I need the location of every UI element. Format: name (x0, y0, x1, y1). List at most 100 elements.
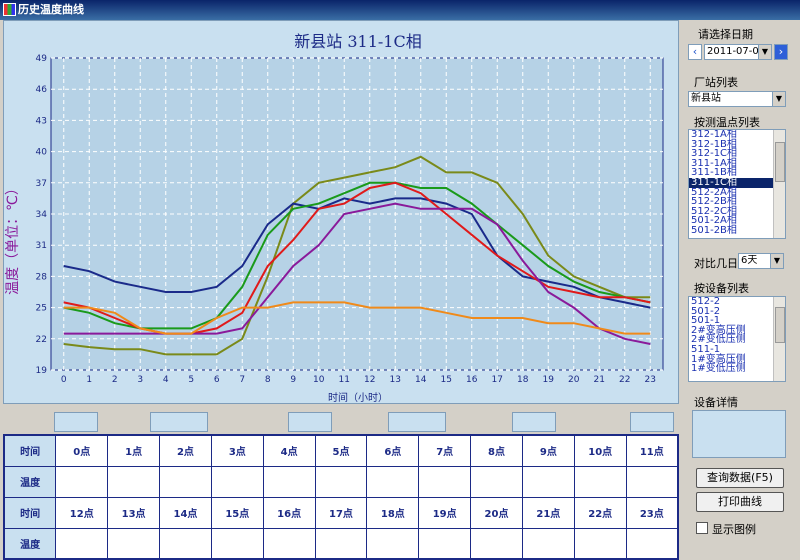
date-value: 2011-07-06 (707, 46, 766, 57)
points-scrollbar[interactable] (773, 130, 785, 238)
window-title: 历史温度曲线 (18, 3, 84, 16)
point-list-item[interactable]: 501-2A相 (691, 215, 737, 227)
summary-box-2 (150, 412, 208, 432)
y-tick-label: 22 (36, 335, 47, 345)
device-list-item[interactable]: 512-2 (691, 296, 721, 307)
temp-cell (210, 465, 264, 498)
chevron-down-icon: ▼ (758, 45, 771, 59)
x-tick-label: 6 (214, 375, 220, 385)
temp-cell (55, 527, 109, 560)
temp-cell (107, 527, 161, 560)
summary-box-6 (630, 412, 674, 432)
x-tick-label: 7 (239, 375, 245, 385)
temp-cell (314, 465, 368, 498)
temp-cell (159, 527, 212, 560)
y-axis-label: 温度（单位：℃） (5, 181, 21, 295)
device-list-item[interactable]: 501-1 (691, 315, 721, 327)
date-picker[interactable]: 2011-07-06 ▼ (704, 44, 772, 60)
point-list-item[interactable]: 312-1A相 (691, 129, 737, 140)
devices-list-label: 按设备列表 (694, 282, 749, 295)
app-icon (3, 3, 16, 16)
devices-list[interactable]: 512-2 501-2 501-1 2#变高压侧 2#变低压侧 511-1 1#变高压侧 1#… (688, 296, 786, 382)
y-tick-label: 28 (36, 272, 48, 282)
x-tick-label: 1 (86, 375, 92, 385)
hour-cell: 23点 (625, 496, 679, 529)
point-list-item[interactable]: 312-1C相 (691, 148, 738, 160)
y-tick-label: 25 (36, 304, 47, 314)
window-titlebar: 历史温度曲线 (0, 0, 800, 20)
point-list-item[interactable]: 311-1A相 (691, 157, 737, 169)
temp-cell (573, 527, 627, 560)
y-tick-label: 49 (36, 54, 48, 64)
device-list-item[interactable]: 501-2 (691, 305, 721, 317)
device-list-item[interactable]: 1#变高压侧 (691, 353, 746, 365)
points-scroll-thumb[interactable] (775, 142, 785, 182)
point-list-item[interactable]: 512-2A相 (691, 186, 737, 198)
header-temp: 温度 (3, 465, 57, 498)
device-list-item[interactable]: 511-1 (691, 343, 721, 355)
point-list-item[interactable]: 512-2C相 (691, 205, 738, 217)
x-tick-label: 23 (645, 375, 656, 385)
x-tick-label: 4 (163, 375, 169, 385)
device-details-label: 设备详情 (694, 396, 738, 409)
chart-title: 新县站 311-1C相 (294, 32, 421, 51)
device-list-item[interactable]: 2#变高压侧 (691, 324, 746, 336)
x-tick-label: 14 (415, 375, 427, 385)
table-row-time-1: 时间 0点 1点 2点 3点 4点 5点 6点 7点 8点 9点 10点 11点 (3, 434, 679, 467)
temp-cell (625, 527, 679, 560)
temp-cell (55, 465, 109, 498)
show-legend-checkbox[interactable] (696, 522, 708, 534)
series-line-6 (63, 301, 651, 335)
y-tick-label: 40 (36, 148, 48, 158)
chevron-left-icon: ‹ (692, 45, 698, 58)
y-tick-label: 43 (36, 116, 47, 126)
date-label: 请选择日期 (698, 28, 753, 41)
point-list-item[interactable]: 512-2B相 (691, 196, 737, 208)
x-tick-label: 8 (265, 375, 271, 385)
prev-date-button[interactable]: ‹ (688, 44, 702, 60)
x-tick-label: 17 (492, 375, 503, 385)
next-date-button[interactable]: › (774, 44, 788, 60)
compare-days-select[interactable]: 6天 ▼ (738, 253, 784, 269)
summary-box-1 (54, 412, 98, 432)
point-list-item[interactable]: 311-1B相 (691, 167, 737, 179)
hour-cell: 8点 (470, 434, 523, 467)
summary-box-3 (288, 412, 332, 432)
temp-cell (159, 465, 212, 498)
hour-cell: 4点 (262, 434, 316, 467)
table-row-temp-1: 温度 (3, 465, 679, 498)
compare-days-label: 对比几日 (694, 257, 738, 270)
hour-cell: 11点 (625, 434, 679, 467)
device-list-item[interactable]: 2#变低压侧 (691, 334, 746, 346)
days-value: 6天 (741, 255, 758, 266)
measurement-points-list[interactable]: 312-1A相 312-1B相 312-1C相 311-1A相 311-1B相 311-1… (688, 129, 786, 239)
chevron-down-icon: ▼ (770, 254, 783, 268)
series-line-1 (63, 155, 651, 356)
devices-scroll-thumb[interactable] (775, 307, 785, 343)
hour-cell: 6点 (366, 434, 420, 467)
hourly-temperature-table: 时间 0点 1点 2点 3点 4点 5点 6点 7点 8点 9点 10点 11点 温度 时间 12点 13点… (3, 434, 679, 560)
station-select[interactable]: 新县站 ▼ (688, 91, 786, 107)
hour-cell: 7点 (418, 434, 472, 467)
table-row-time-2: 时间 12点 13点 14点 15点 16点 17点 18点 19点 20点 21点 22点 23点 (3, 496, 679, 529)
x-tick-label: 11 (339, 375, 350, 385)
print-curve-button[interactable]: 打印曲线 (696, 492, 784, 512)
device-list-item[interactable]: 1#变低压侧 (691, 363, 746, 375)
hour-cell: 10点 (573, 434, 627, 467)
hour-cell: 1点 (107, 434, 161, 467)
x-tick-label: 2 (112, 375, 118, 385)
point-list-item[interactable]: 311-1C相 (689, 178, 785, 188)
x-tick-label: 3 (137, 375, 143, 385)
devices-scrollbar[interactable] (773, 297, 785, 381)
summary-box-4 (388, 412, 446, 432)
point-list-item[interactable]: 312-1B相 (691, 138, 737, 150)
points-list-label: 按测温点列表 (694, 116, 760, 129)
point-list-item[interactable]: 501-2B相 (691, 224, 737, 236)
hour-cell: 14点 (159, 496, 212, 529)
y-tick-label: 37 (36, 179, 47, 189)
chevron-right-icon: › (778, 45, 784, 58)
temp-cell (521, 527, 575, 560)
hour-cell: 0点 (55, 434, 109, 467)
query-data-button[interactable]: 查询数据(F5) (696, 468, 784, 488)
device-details-box (692, 410, 786, 458)
